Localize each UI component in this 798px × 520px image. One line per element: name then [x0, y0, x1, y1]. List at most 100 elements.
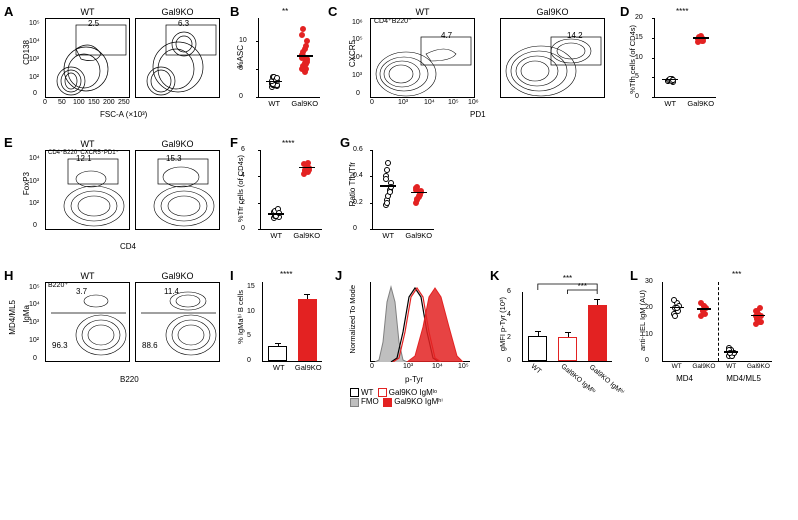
bar — [268, 346, 287, 361]
e-yt2: 10³ — [29, 178, 39, 185]
facs-h-wt-up: 3.7 — [76, 287, 87, 296]
bar — [588, 305, 607, 361]
legend-kolo-box — [378, 388, 387, 397]
a-yt1: 10² — [29, 74, 39, 81]
e-yt1: 10² — [29, 200, 39, 207]
histogram-j — [370, 282, 470, 362]
panel-label-e: E — [4, 135, 13, 150]
legend-wt-box — [350, 388, 359, 397]
l-sig: *** — [732, 270, 741, 279]
data-point — [304, 38, 310, 44]
data-point — [300, 26, 306, 32]
c-yt3: 10⁵ — [352, 36, 363, 43]
a-yt0: 0 — [33, 90, 37, 97]
panel-label-l: L — [630, 268, 638, 283]
e-xaxis: CD4 — [120, 242, 136, 251]
panel-label-c: C — [328, 4, 337, 19]
a-xt3: 150 — [88, 99, 100, 106]
f-sig: **** — [282, 139, 294, 148]
a-xaxis: FSC-A (×10³) — [100, 110, 147, 119]
j-legend: WT Gal9KO IgMˡᵒ FMO Gal9KO IgMʰⁱ — [350, 388, 443, 407]
a-yt3: 10⁴ — [29, 38, 40, 45]
i-sig: **** — [280, 270, 292, 279]
data-point — [414, 196, 420, 202]
facs-h-ko-title: Gal9KO — [136, 271, 219, 281]
legend-kohi-box — [383, 398, 392, 407]
c-xt0: 0 — [370, 99, 374, 106]
a-xt1: 50 — [58, 99, 66, 106]
legend-kohi: Gal9KO IgMʰⁱ — [394, 397, 443, 406]
scatter-b: 0510WTGal9KO — [258, 18, 320, 98]
j-xaxis: p-Tyr — [405, 375, 423, 384]
facs-c-ko: Gal9KO 14.2 — [500, 18, 605, 98]
c-yt2: 10⁴ — [352, 54, 363, 61]
facs-e-ko-gate: 15.3 — [166, 154, 182, 163]
facs-a-wt: WT 2.5 — [45, 18, 130, 98]
scatter-f: 0246WTGal9KO — [260, 150, 322, 230]
f-yaxis: %Tfr cells (of CD4s) — [236, 155, 245, 222]
k-yaxis: gMFI p-Tyr (10³) — [498, 297, 507, 351]
scatter-d: 05101520WTGal9KO — [654, 18, 716, 98]
a-xt2: 100 — [73, 99, 85, 106]
facs-a-wt-title: WT — [46, 7, 129, 17]
c-xt2: 10⁴ — [424, 99, 435, 106]
data-point — [384, 167, 390, 173]
c-yt1: 10³ — [352, 72, 362, 79]
data-point — [385, 160, 391, 166]
a-xt4: 200 — [103, 99, 115, 106]
facs-h-wt: WT B220⁺ 3.7 96.3 — [45, 282, 130, 362]
a-xt0: 0 — [43, 99, 47, 106]
h-xaxis: B220 — [120, 375, 139, 384]
facs-h-wt-title: WT — [46, 271, 129, 281]
panel-label-a: A — [4, 4, 13, 19]
legend-fmo-box — [350, 398, 359, 407]
c-xt1: 10³ — [398, 99, 408, 106]
a-yt2: 10³ — [29, 56, 39, 63]
h-yt4: 10⁵ — [29, 284, 40, 291]
data-point — [413, 185, 419, 191]
i-yaxis: % IgMaʰⁱ B cells — [236, 290, 245, 344]
d-sig: **** — [676, 7, 688, 16]
l-yaxis: anti-HEL IgM (AU) — [638, 290, 647, 351]
j-xt1: 10³ — [403, 363, 413, 370]
c-xaxis: PD1 — [470, 110, 486, 119]
a-yt4: 10⁵ — [29, 20, 40, 27]
facs-e-wt-gate: 12.1 — [76, 154, 92, 163]
c-yt0: 0 — [356, 90, 360, 97]
bar-k: 0246WTGal9KO IgMˡᵒGal9KO IgMʰⁱ *** *** — [522, 292, 612, 362]
facs-c-wt-title: WT — [371, 7, 474, 17]
facs-h-ko-up: 11.4 — [164, 287, 179, 296]
bar — [558, 337, 577, 361]
facs-c-wt: WT CD4⁺B220⁻ 4.7 — [370, 18, 475, 98]
bar-i: 051015WTGal9KO — [262, 282, 322, 362]
scatter-g: 00.20.40.6WTGal9KO — [372, 150, 434, 230]
data-point — [303, 43, 309, 49]
svg-text:***: *** — [578, 282, 587, 291]
h-yt3: 10⁴ — [29, 301, 40, 308]
data-point — [305, 160, 311, 166]
data-point — [383, 176, 389, 182]
j-xt0: 0 — [370, 363, 374, 370]
j-xt3: 10⁵ — [458, 363, 469, 370]
panel-label-i: I — [230, 268, 234, 283]
facs-a-ko: Gal9KO 6.3 — [135, 18, 220, 98]
legend-kolo: Gal9KO IgMˡᵒ — [389, 388, 437, 397]
panel-label-b: B — [230, 4, 239, 19]
legend-fmo: FMO — [361, 397, 379, 406]
e-yt3: 10⁴ — [29, 155, 40, 162]
facs-c-wt-gate: 4.7 — [441, 31, 452, 40]
svg-text:***: *** — [563, 274, 572, 283]
panel-label-f: F — [230, 135, 238, 150]
panel-label-g: G — [340, 135, 350, 150]
c-xt3: 10⁵ — [448, 99, 459, 106]
d-yaxis: %Tfh cells (of CD4s) — [628, 25, 637, 94]
facs-h-wt-lo: 96.3 — [52, 341, 68, 350]
c-yt4: 10⁶ — [352, 19, 363, 26]
h-cond: MD4/ML5 — [8, 300, 17, 335]
facs-a-wt-gate: 2.5 — [88, 19, 99, 28]
facs-e-ko: Gal9KO 15.3 — [135, 150, 220, 230]
legend-wt: WT — [361, 388, 373, 397]
data-point — [303, 66, 309, 72]
data-point — [384, 200, 390, 206]
facs-e-wt: WT CD4⁺B220⁻CXCR5⁺PD1⁺ 12.1 — [45, 150, 130, 230]
